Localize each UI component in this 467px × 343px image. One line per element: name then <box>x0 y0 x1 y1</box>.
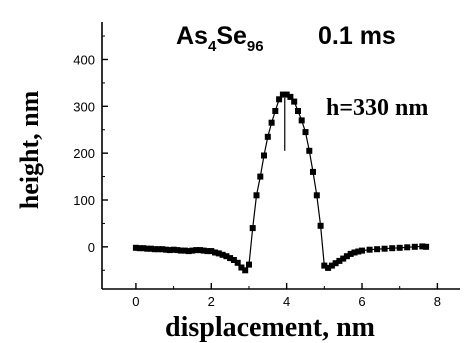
y-tick-label: 0 <box>88 240 95 255</box>
data-point <box>419 243 426 250</box>
data-point <box>140 245 147 252</box>
data-point <box>366 246 373 253</box>
data-point <box>291 98 298 105</box>
x-tick-label: 0 <box>132 294 139 309</box>
data-point <box>321 262 328 269</box>
data-point <box>359 247 365 254</box>
axes: 0 100 200 300 400 0 2 4 6 8 <box>73 22 460 309</box>
data-point <box>185 248 192 255</box>
title-subscript-96: 96 <box>247 38 264 55</box>
x-tick-label: 4 <box>283 294 290 309</box>
data-point <box>279 91 286 98</box>
data-point <box>295 108 301 114</box>
data-point <box>306 147 313 154</box>
chart-title-time: 0.1 ms <box>318 22 396 50</box>
data-point <box>317 222 324 229</box>
data-point <box>174 247 181 254</box>
data-point <box>389 245 396 252</box>
data-point <box>234 259 241 266</box>
data-point <box>151 246 158 253</box>
data-point <box>261 152 267 159</box>
data-point <box>249 225 256 232</box>
data-point <box>411 243 418 250</box>
title-subscript-4: 4 <box>208 38 217 55</box>
data-point <box>246 261 252 268</box>
y-tick-label: 300 <box>73 99 95 114</box>
data-point <box>276 96 283 103</box>
x-axis-label: displacement, nm <box>165 312 375 343</box>
data-point <box>272 108 279 114</box>
data-point <box>193 247 200 254</box>
data-point <box>219 251 226 258</box>
data-point <box>227 255 234 262</box>
data-point <box>144 245 151 252</box>
data-point <box>163 246 170 253</box>
data-point <box>170 246 177 253</box>
data-point <box>253 192 260 199</box>
data-point <box>197 247 203 254</box>
data-point <box>166 247 173 254</box>
y-tick-label: 100 <box>73 193 95 208</box>
data-point <box>136 245 143 252</box>
data-point <box>374 246 381 253</box>
data-point <box>155 246 162 253</box>
title-element-se: Se <box>216 22 247 50</box>
y-axis-label: height, nm <box>15 90 44 209</box>
data-point <box>212 249 219 256</box>
x-tick-label: 6 <box>358 294 365 309</box>
data-point <box>355 248 362 255</box>
data-point <box>298 117 305 124</box>
data-point <box>257 173 264 180</box>
data-point <box>302 129 309 136</box>
title-element-as: As <box>176 22 208 50</box>
data-point <box>230 257 237 263</box>
data-point <box>178 247 185 254</box>
data-markers <box>132 91 430 274</box>
data-point <box>313 192 320 199</box>
data-point <box>310 168 316 175</box>
data-point <box>423 243 430 250</box>
data-point <box>328 262 335 269</box>
data-point <box>343 253 350 260</box>
data-point <box>351 249 358 256</box>
data-point <box>181 247 188 254</box>
data-point <box>336 257 343 264</box>
height-annotation: h=330 nm <box>326 95 428 121</box>
data-point <box>132 244 139 251</box>
data-point <box>238 264 245 271</box>
data-point <box>200 247 207 254</box>
data-point <box>159 246 166 253</box>
data-point <box>242 267 249 274</box>
x-tick-label: 2 <box>208 294 215 309</box>
data-point <box>340 255 347 262</box>
data-point <box>396 244 403 251</box>
data-point <box>347 250 354 257</box>
y-tick-label: 200 <box>73 146 95 161</box>
data-point <box>381 245 388 252</box>
data-point <box>404 244 411 251</box>
data-point <box>204 248 211 255</box>
data-point <box>283 91 290 98</box>
data-point <box>215 250 222 257</box>
x-tick-label: 8 <box>434 294 441 309</box>
y-tick-label: 400 <box>73 52 95 67</box>
data-point <box>287 93 294 100</box>
data-point <box>189 247 196 254</box>
chart-title: As4Se96 <box>176 22 264 55</box>
data-point <box>208 248 215 255</box>
data-point <box>223 253 230 260</box>
data-point <box>325 264 332 271</box>
data-point <box>268 119 275 126</box>
data-point <box>332 260 339 267</box>
data-point <box>148 245 154 252</box>
data-point <box>264 133 271 140</box>
